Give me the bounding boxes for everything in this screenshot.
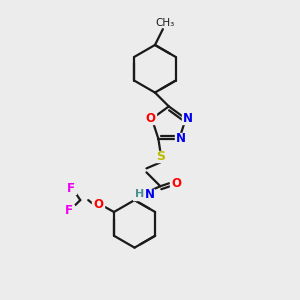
Bar bbox=[170, 178, 182, 189]
Text: F: F bbox=[66, 182, 74, 195]
Text: O: O bbox=[93, 198, 103, 211]
Bar bbox=[182, 113, 194, 124]
Bar bbox=[154, 151, 167, 162]
Text: H: H bbox=[135, 189, 144, 199]
Bar bbox=[144, 113, 156, 124]
Bar bbox=[175, 133, 187, 144]
Bar bbox=[63, 205, 74, 215]
Text: F: F bbox=[64, 203, 72, 217]
Text: N: N bbox=[183, 112, 193, 125]
Text: CH₃: CH₃ bbox=[155, 18, 175, 28]
Bar bbox=[133, 189, 154, 200]
Text: O: O bbox=[145, 112, 155, 125]
Text: N: N bbox=[176, 132, 186, 145]
Text: O: O bbox=[171, 177, 181, 190]
Text: S: S bbox=[156, 150, 165, 163]
Text: N: N bbox=[144, 188, 154, 201]
Bar bbox=[65, 183, 76, 194]
Bar bbox=[92, 199, 104, 209]
